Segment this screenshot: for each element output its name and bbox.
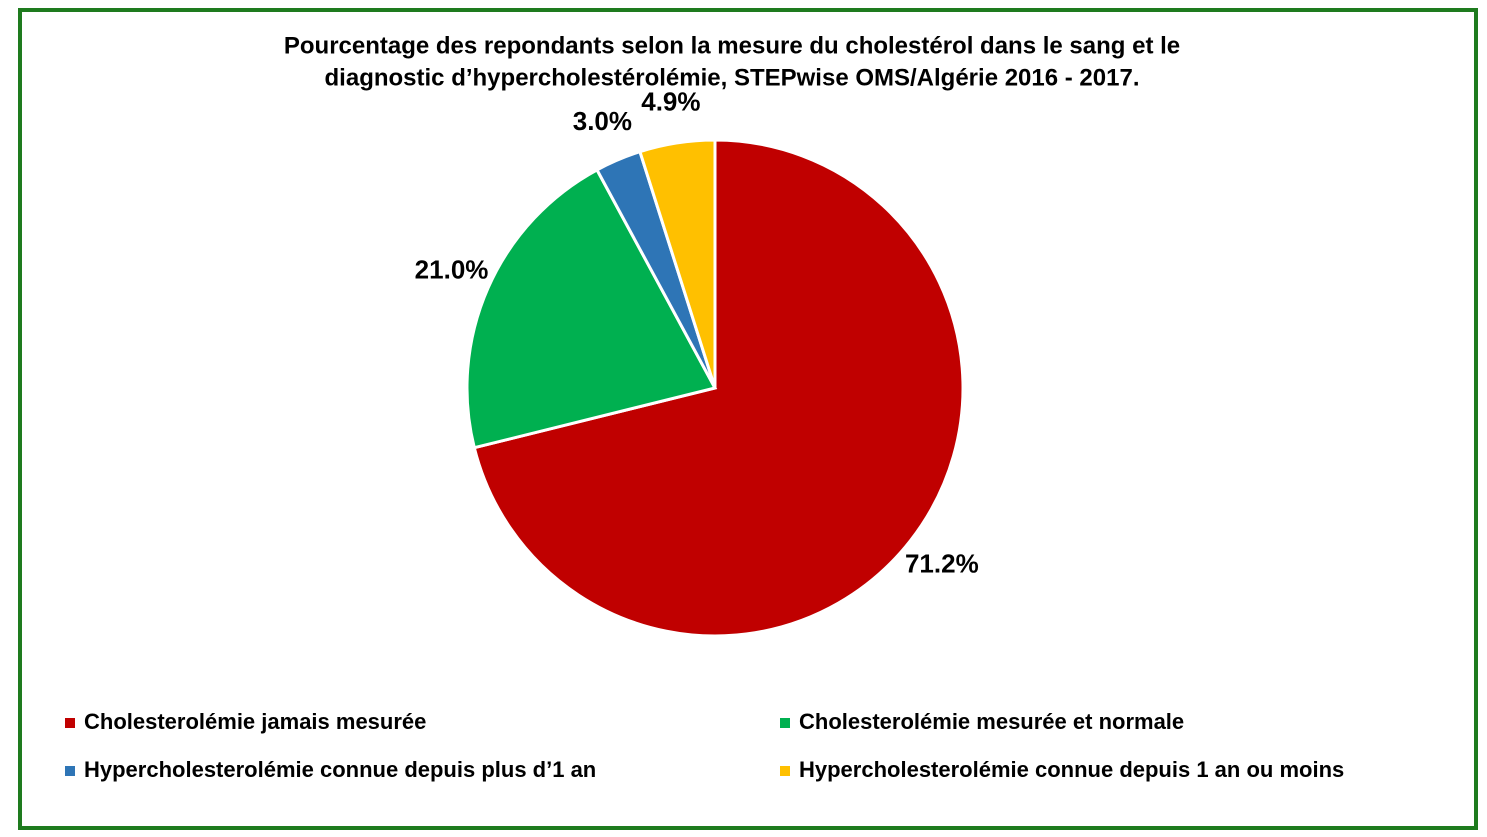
legend-label: Cholesterolémie mesurée et normale bbox=[799, 709, 1184, 734]
pie-slice bbox=[465, 167, 718, 450]
legend-marker bbox=[65, 766, 75, 776]
legend-label: Cholesterolémie jamais mesurée bbox=[84, 709, 426, 734]
legend-label: Hypercholesterolémie connue depuis plus … bbox=[84, 757, 596, 782]
pie-slice bbox=[472, 138, 965, 638]
chart-title: diagnostic d’hypercholestérolémie, STEPw… bbox=[325, 64, 1140, 91]
legend-label: Hypercholesterolémie connue depuis 1 an … bbox=[799, 757, 1344, 782]
legend-marker bbox=[780, 766, 790, 776]
chart-title: Pourcentage des repondants selon la mesu… bbox=[284, 32, 1180, 59]
data-label: 3.0% bbox=[573, 106, 632, 136]
data-label: 4.9% bbox=[641, 86, 700, 116]
pie-slice bbox=[638, 138, 717, 389]
legend-marker bbox=[65, 718, 75, 728]
data-label: 21.0% bbox=[415, 255, 489, 285]
data-label: 71.2% bbox=[905, 548, 979, 578]
legend-marker bbox=[780, 718, 790, 728]
